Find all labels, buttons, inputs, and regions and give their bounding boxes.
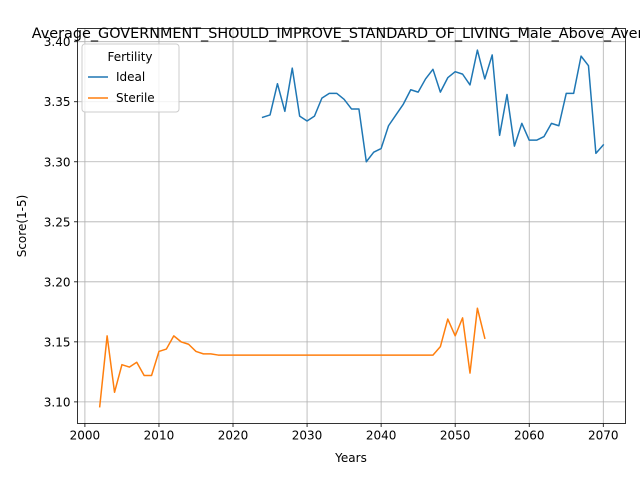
legend-label-sterile: Sterile bbox=[116, 91, 155, 105]
y-axis-label: Score(1-5) bbox=[15, 195, 29, 258]
grid bbox=[77, 28, 626, 424]
x-tick-label: 2050 bbox=[440, 429, 471, 443]
y-axis-ticks: 3.10 3.15 3.20 3.25 3.30 3.35 3.40 bbox=[44, 35, 78, 409]
series-lines bbox=[98, 49, 605, 408]
x-tick-label: 2030 bbox=[292, 429, 323, 443]
x-tick-label: 2070 bbox=[588, 429, 619, 443]
x-axis-ticks: 2000 2010 2020 2030 2040 2050 2060 2070 bbox=[70, 423, 619, 443]
x-tick-label: 2020 bbox=[218, 429, 249, 443]
y-tick-label: 3.35 bbox=[44, 95, 71, 109]
x-tick-label: 2040 bbox=[366, 429, 397, 443]
legend-title: Fertility bbox=[107, 50, 152, 64]
y-tick-label: 3.20 bbox=[44, 275, 71, 289]
y-tick-label: 3.30 bbox=[44, 155, 71, 169]
legend-box bbox=[81, 43, 180, 113]
x-tick-label: 2010 bbox=[144, 429, 175, 443]
y-tick-label: 3.40 bbox=[44, 35, 71, 49]
x-tick-label: 2060 bbox=[514, 429, 545, 443]
series-line-sterile bbox=[98, 307, 486, 408]
y-tick-label: 3.15 bbox=[44, 335, 71, 349]
x-axis-label: Years bbox=[334, 451, 367, 465]
y-tick-label: 3.25 bbox=[44, 215, 71, 229]
legend-label-ideal: Ideal bbox=[116, 70, 145, 84]
x-tick-label: 2000 bbox=[70, 429, 101, 443]
y-tick-label: 3.10 bbox=[44, 395, 71, 409]
series-line-ideal bbox=[261, 49, 605, 163]
chart-title: Average_GOVERNMENT_SHOULD_IMPROVE_STANDA… bbox=[32, 26, 640, 42]
plot-frame bbox=[77, 28, 626, 424]
legend: Fertility Ideal Sterile bbox=[81, 43, 180, 113]
